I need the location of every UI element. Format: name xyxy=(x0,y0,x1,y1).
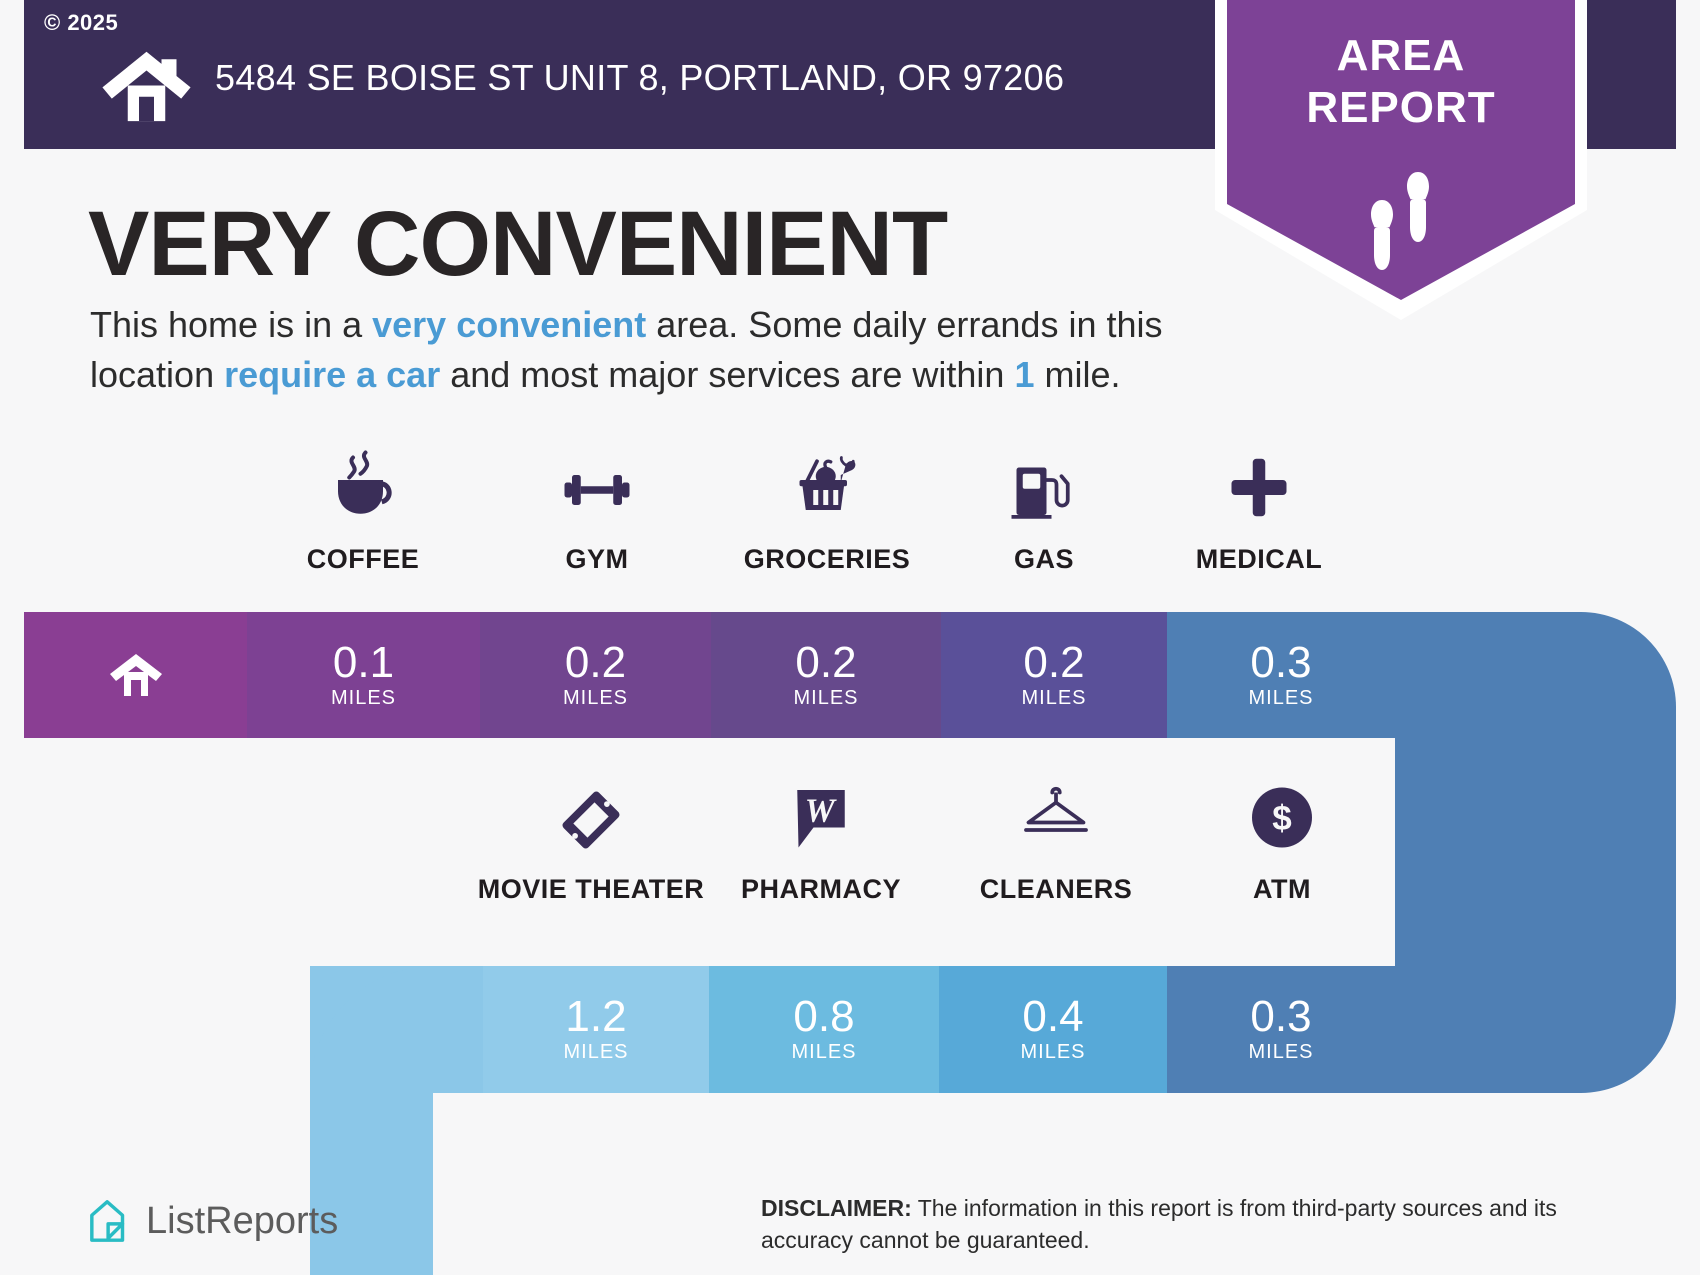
svg-text:$: $ xyxy=(1272,799,1291,838)
svg-text:W: W xyxy=(805,792,837,829)
